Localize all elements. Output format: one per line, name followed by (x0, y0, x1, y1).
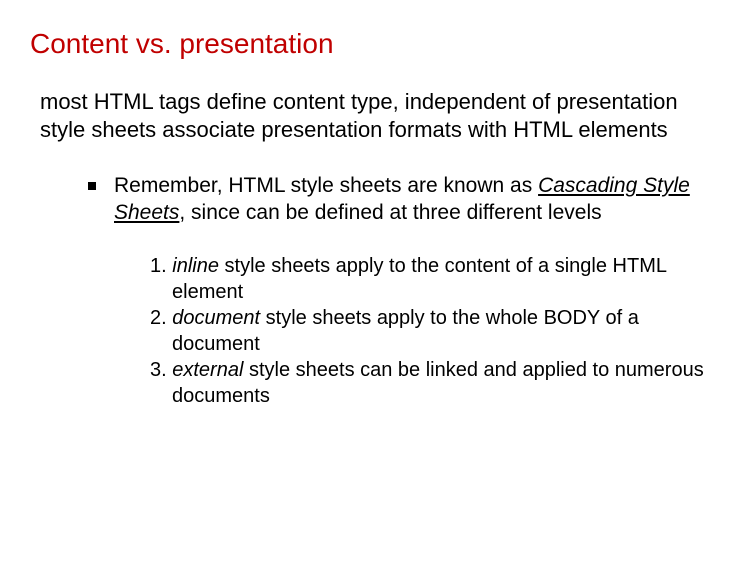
numbered-list: 1. inline style sheets apply to the cont… (30, 253, 726, 409)
slide-title: Content vs. presentation (30, 28, 726, 60)
list-item-2: 2. document style sheets apply to the wh… (150, 305, 726, 357)
paragraph-1: most HTML tags define content type, inde… (40, 88, 726, 116)
list-rest: style sheets apply to the content of a s… (172, 255, 666, 303)
list-item-1: 1. inline style sheets apply to the cont… (150, 253, 726, 305)
square-bullet-icon (88, 182, 96, 190)
paragraph-2: style sheets associate presentation form… (40, 116, 726, 144)
list-prefix: 2. (150, 307, 172, 329)
list-term: inline (172, 255, 219, 277)
list-term: external (172, 359, 243, 381)
list-rest: style sheets can be linked and applied t… (172, 359, 704, 407)
list-item-3: 3. external style sheets can be linked a… (150, 357, 726, 409)
list-term: document (172, 307, 260, 329)
bullet-rest: , since can be defined at three differen… (179, 201, 601, 224)
bullet-leadin: Remember, HTML style sheets are known as (114, 174, 538, 197)
list-prefix: 1. (150, 255, 172, 277)
bullet-item: Remember, HTML style sheets are known as… (88, 173, 726, 227)
intro-paragraphs: most HTML tags define content type, inde… (30, 88, 726, 143)
bullet-text: Remember, HTML style sheets are known as… (114, 173, 726, 227)
list-prefix: 3. (150, 359, 172, 381)
bullet-list: Remember, HTML style sheets are known as… (30, 173, 726, 227)
